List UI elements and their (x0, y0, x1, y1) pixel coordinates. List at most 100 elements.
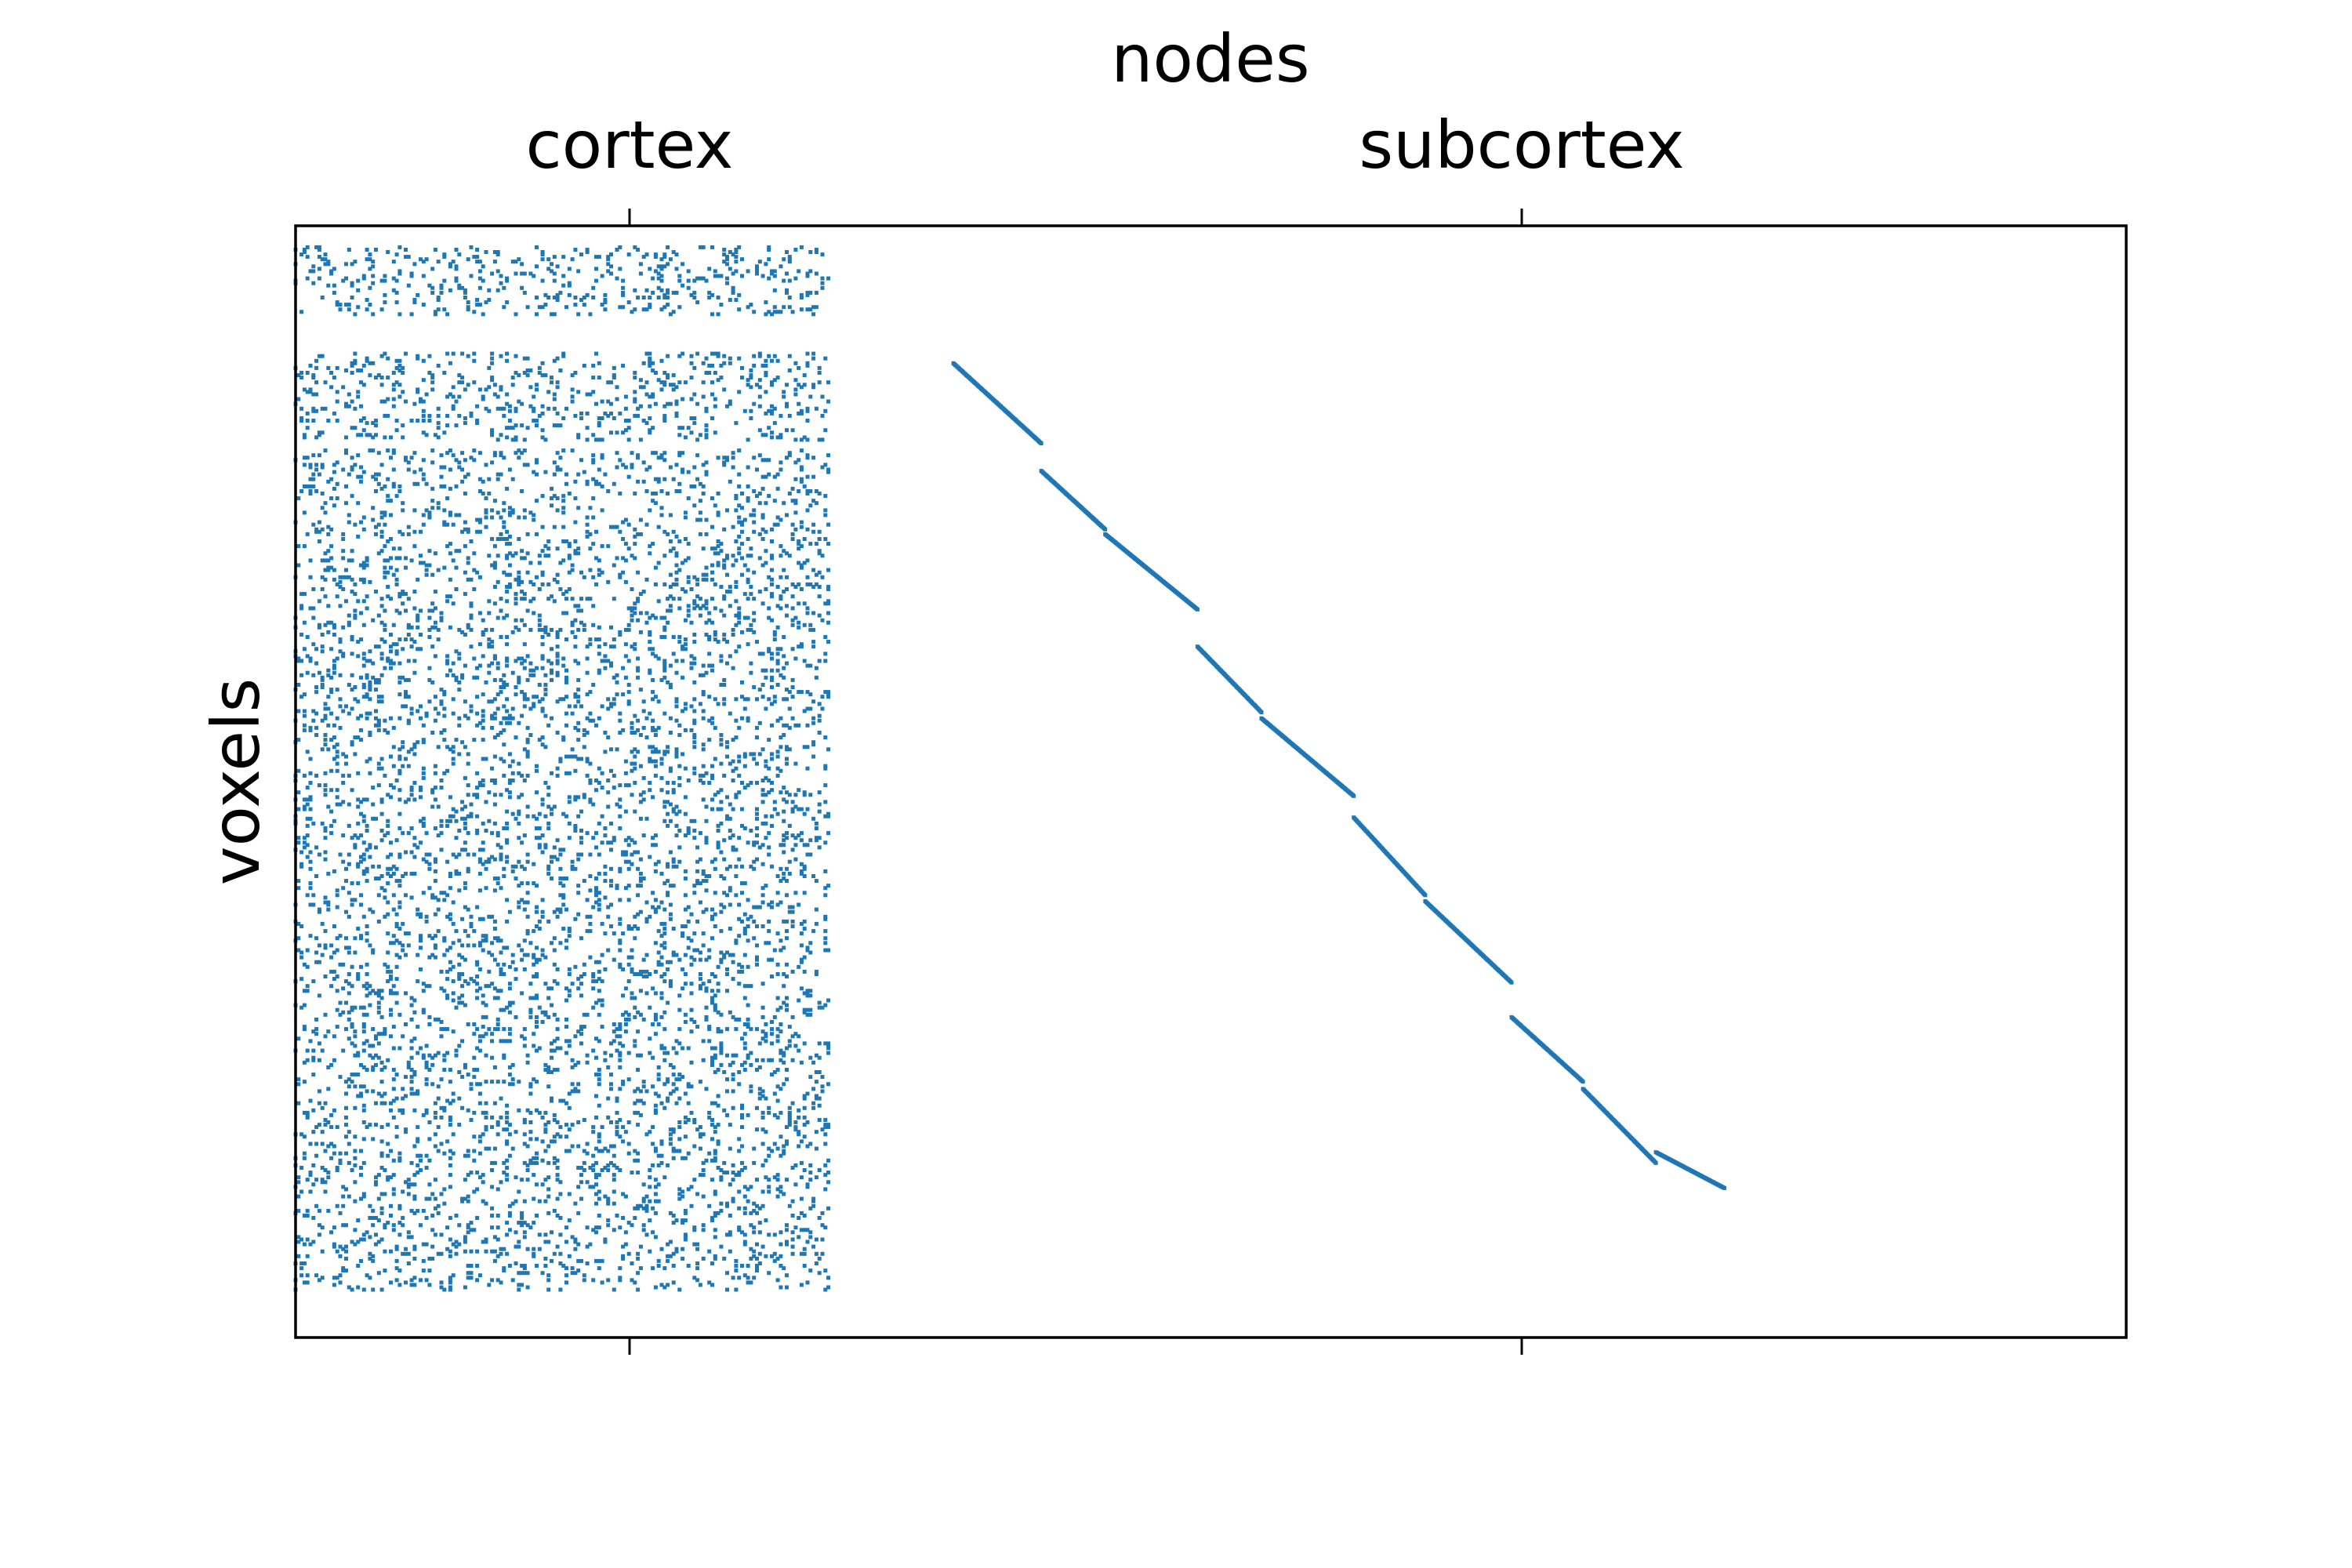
cortex-point (555, 508, 560, 513)
cortex-point (692, 718, 697, 723)
cortex-point (457, 549, 462, 554)
cortex-point (555, 773, 560, 778)
cortex-point (585, 670, 590, 675)
cortex-point (495, 252, 500, 257)
cortex-point (350, 788, 354, 793)
cortex-point (389, 659, 393, 663)
cortex-point (683, 590, 688, 594)
cortex-point (659, 358, 664, 363)
cortex-point (802, 622, 807, 627)
cortex-point (722, 905, 727, 909)
cortex-point (299, 592, 304, 597)
cortex-point (656, 950, 661, 955)
cortex-point (662, 451, 667, 456)
cortex-point (671, 477, 676, 481)
cortex-point (692, 709, 697, 713)
cortex-point (681, 451, 685, 456)
cortex-point (338, 585, 343, 589)
cortex-point (469, 577, 474, 582)
cortex-point (347, 982, 351, 986)
cortex-point (314, 690, 319, 695)
cortex-point (648, 633, 652, 637)
cortex-point (790, 800, 795, 804)
cortex-point (495, 288, 500, 292)
cortex-point (772, 630, 777, 634)
cortex-point (805, 1007, 810, 1012)
cortex-point (597, 467, 601, 472)
cortex-point (662, 554, 667, 558)
cortex-point (448, 967, 452, 971)
cortex-point (460, 529, 465, 534)
cortex-point (386, 477, 390, 481)
cortex-point (782, 675, 786, 680)
cortex-point (734, 508, 739, 513)
cortex-point (311, 376, 316, 380)
cortex-point (522, 967, 527, 971)
cortex-point (552, 397, 557, 401)
cortex-point (573, 826, 578, 830)
cortex-point (644, 307, 649, 312)
cortex-point (552, 1012, 557, 1017)
cortex-point (666, 745, 670, 750)
cortex-point (326, 630, 331, 634)
cortex-point (374, 248, 378, 252)
cortex-point (442, 706, 447, 711)
cortex-point (401, 943, 405, 948)
cortex-point (419, 788, 423, 793)
cortex-point (314, 773, 319, 778)
cortex-point (543, 673, 548, 677)
cortex-point (737, 292, 742, 297)
cortex-point (308, 866, 313, 871)
cortex-point (728, 585, 732, 589)
cortex-point (597, 625, 601, 630)
cortex-point (419, 397, 423, 401)
cortex-point (814, 836, 818, 840)
cortex-point (600, 659, 604, 663)
cortex-point (746, 964, 750, 969)
cortex-point (445, 673, 450, 677)
cortex-point (412, 401, 417, 406)
cortex-point (365, 673, 369, 677)
cortex-point (445, 594, 450, 599)
cortex-point (713, 857, 717, 862)
cortex-point (463, 527, 467, 532)
cortex-point (454, 267, 459, 271)
cortex-point (335, 761, 339, 766)
cortex-point (805, 723, 810, 728)
cortex-point (618, 267, 622, 271)
cortex-point (564, 986, 568, 991)
cortex-point (683, 1020, 688, 1024)
cortex-point (537, 957, 542, 962)
cortex-point (787, 690, 792, 695)
cortex-point (692, 503, 697, 508)
cortex-point (439, 285, 444, 290)
cortex-point (752, 310, 757, 314)
cortex-point (579, 993, 583, 998)
cortex-point (487, 288, 492, 292)
cortex-point (797, 269, 801, 274)
cortex-point (368, 771, 372, 775)
cortex-point (332, 622, 336, 627)
cortex-point (704, 601, 709, 606)
cortex-point (344, 879, 348, 884)
cortex-point (394, 649, 399, 654)
cortex-point (567, 795, 572, 800)
cortex-point (558, 467, 563, 472)
cortex-point (510, 1000, 515, 1005)
cortex-point (492, 986, 497, 991)
cortex-point (507, 1027, 512, 1032)
cortex-point (391, 383, 396, 387)
cortex-point (439, 786, 444, 790)
cortex-point (350, 742, 354, 747)
cortex-point (826, 747, 831, 752)
cortex-point (326, 804, 331, 809)
cortex-point (490, 361, 495, 365)
cortex-point (416, 912, 420, 916)
cortex-point (335, 948, 339, 953)
cortex-point (510, 670, 515, 675)
cortex-point (764, 814, 768, 818)
cortex-point (606, 399, 611, 404)
cortex-point (389, 597, 393, 601)
cortex-point (463, 816, 467, 821)
cortex-point (695, 845, 700, 850)
